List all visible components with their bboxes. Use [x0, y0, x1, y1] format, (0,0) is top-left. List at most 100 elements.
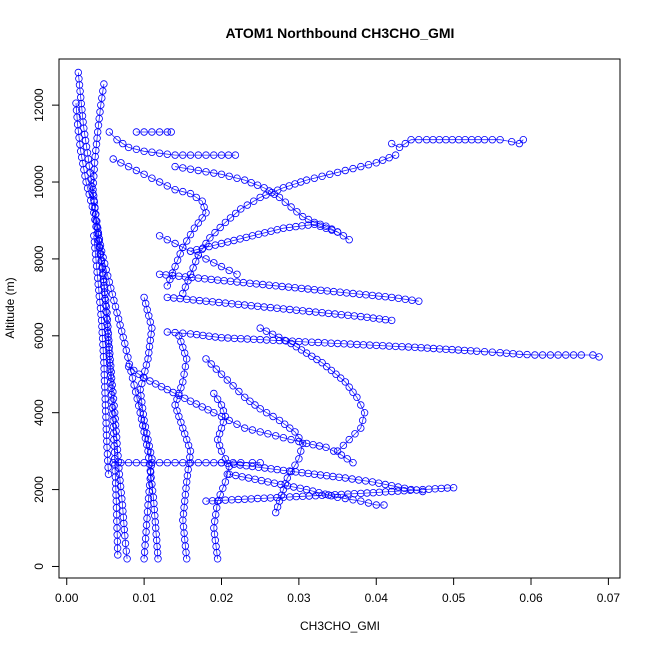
data-point	[256, 193, 264, 202]
data-point	[91, 250, 100, 258]
data-point	[140, 147, 148, 155]
data-point	[150, 505, 158, 514]
data-point	[385, 153, 393, 162]
data-point	[262, 409, 271, 417]
data-point	[210, 409, 218, 417]
data-point	[388, 139, 396, 148]
data-point	[137, 392, 145, 400]
data-point	[357, 497, 365, 505]
data-point	[72, 106, 81, 114]
data-point	[577, 351, 585, 359]
data-point	[217, 447, 226, 455]
data-point	[217, 170, 226, 178]
data-point	[96, 298, 104, 306]
data-point	[184, 441, 193, 450]
data-point	[210, 389, 218, 398]
data-point	[186, 189, 195, 198]
data-point	[121, 539, 130, 548]
data-point	[279, 485, 288, 494]
data-point	[106, 349, 114, 358]
data-point	[248, 426, 257, 434]
y-tick-label: 8000	[32, 245, 46, 272]
data-point	[114, 551, 122, 559]
data-point	[171, 459, 179, 467]
data-point	[176, 250, 184, 258]
data-point	[116, 476, 124, 485]
data-point	[132, 145, 141, 153]
data-point	[163, 235, 171, 244]
data-point	[202, 151, 210, 159]
y-tick-label: 6000	[32, 322, 46, 349]
data-point	[216, 223, 224, 232]
data-point	[194, 166, 202, 175]
data-point	[292, 343, 300, 351]
data-point	[262, 327, 271, 335]
data-point	[357, 424, 365, 432]
data-point	[130, 366, 138, 375]
data-point	[210, 530, 219, 538]
data-point	[281, 198, 289, 206]
data-point	[148, 174, 156, 182]
data-point	[287, 203, 295, 211]
data-point	[179, 243, 187, 252]
data-point	[275, 416, 284, 425]
data-point	[210, 459, 218, 467]
series-25	[186, 220, 342, 255]
data-point	[375, 315, 384, 323]
series-line	[174, 335, 191, 559]
data-point	[216, 491, 224, 499]
data-point	[192, 400, 200, 408]
data-point	[121, 532, 129, 540]
data-point	[287, 339, 295, 348]
data-point	[98, 94, 106, 102]
data-point	[219, 484, 227, 492]
series-21	[136, 293, 156, 563]
data-point	[179, 329, 187, 337]
series-1	[72, 99, 131, 563]
data-point	[210, 151, 218, 159]
data-point	[562, 351, 570, 359]
x-tick-label: 0.03	[287, 591, 311, 605]
data-point	[179, 424, 187, 432]
data-point	[154, 555, 162, 563]
data-point	[92, 146, 100, 155]
data-point	[217, 370, 226, 378]
data-point	[287, 435, 295, 444]
data-point	[237, 205, 245, 213]
data-point	[339, 441, 348, 450]
data-point	[268, 330, 277, 338]
data-point	[343, 455, 351, 463]
data-point	[78, 112, 87, 120]
series-line	[229, 473, 384, 506]
data-point	[120, 525, 128, 534]
data-point	[90, 238, 99, 246]
data-point	[96, 304, 105, 312]
series-3	[89, 80, 162, 563]
data-point	[173, 407, 181, 415]
data-point	[229, 382, 237, 390]
data-point	[212, 365, 220, 373]
data-point	[198, 214, 206, 222]
data-point	[349, 164, 357, 173]
data-point	[247, 178, 255, 187]
data-point	[360, 409, 369, 417]
data-point	[102, 425, 110, 433]
data-point	[93, 274, 102, 282]
y-tick-label: 12000	[32, 88, 46, 122]
data-point	[256, 459, 264, 467]
data-point	[149, 493, 158, 501]
data-point	[181, 362, 190, 371]
y-axis: 0 2000 4000 6000 8000 10000 12000	[32, 88, 60, 570]
data-point	[117, 489, 125, 497]
series-17	[256, 324, 369, 455]
data-point	[330, 447, 338, 455]
data-point	[124, 162, 133, 171]
data-point	[112, 485, 120, 493]
data-point	[299, 212, 307, 221]
data-point	[132, 166, 141, 175]
data-point	[388, 316, 396, 325]
data-point	[391, 151, 400, 159]
data-point	[163, 459, 171, 467]
data-point	[323, 362, 331, 371]
data-point	[243, 201, 251, 209]
